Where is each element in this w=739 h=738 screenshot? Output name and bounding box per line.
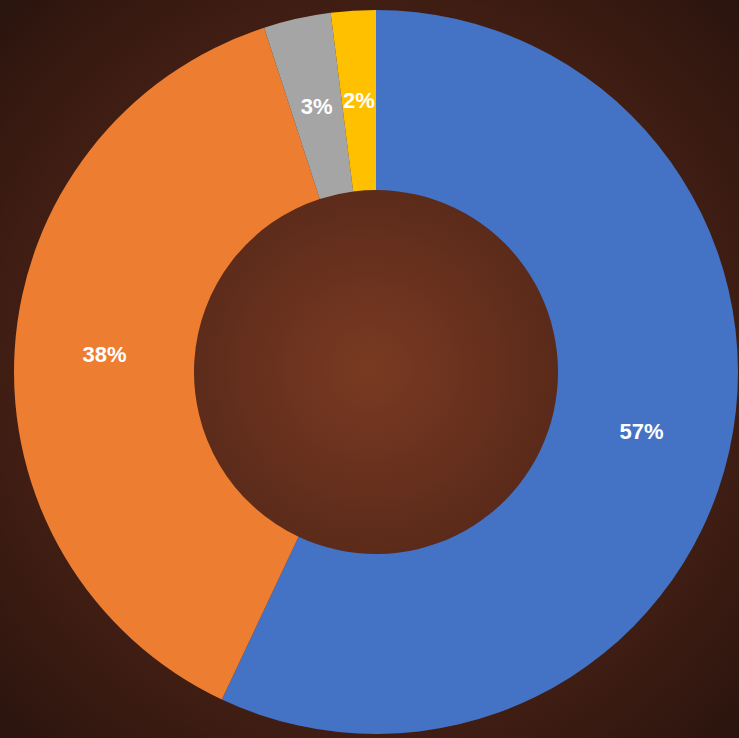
svg-text:38%: 38% — [83, 342, 127, 367]
svg-text:3%: 3% — [301, 94, 333, 119]
svg-text:57%: 57% — [619, 419, 663, 444]
svg-text:2%: 2% — [343, 88, 375, 113]
